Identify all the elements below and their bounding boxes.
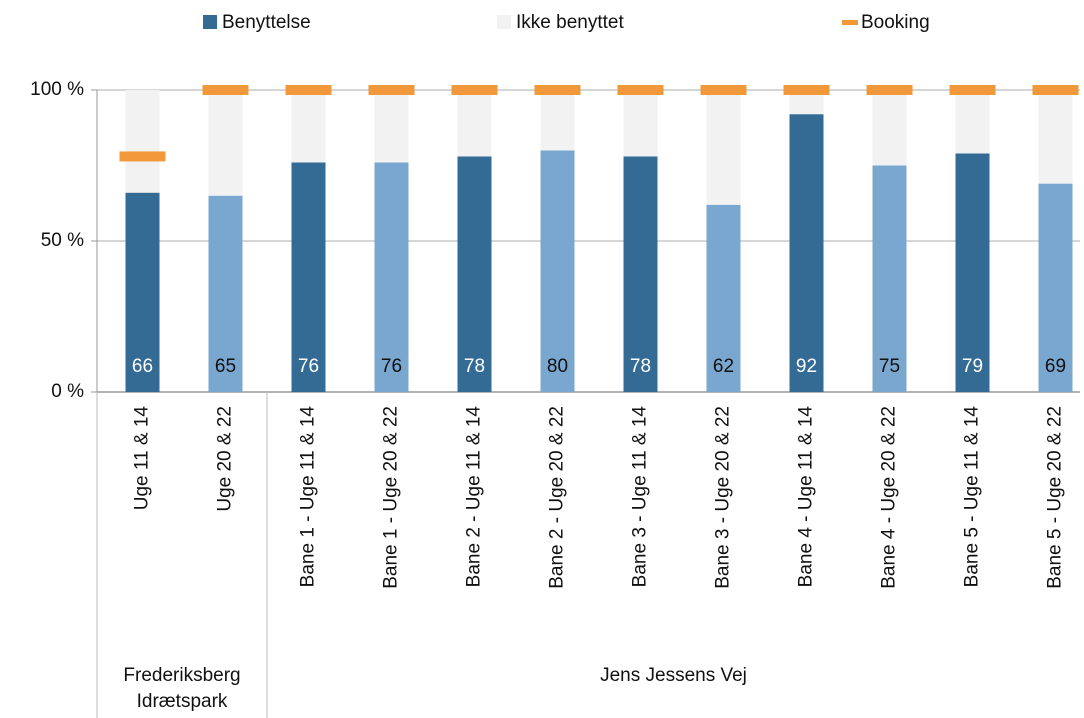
bar-segment <box>291 90 326 163</box>
x-tick-label: Bane 5 - Uge 20 & 22 <box>1045 406 1066 589</box>
data-label: 80 <box>547 356 568 377</box>
bar-segment <box>706 90 741 205</box>
x-tick-label: Uge 11 & 14 <box>132 406 153 511</box>
bar-segment <box>789 114 824 392</box>
x-tick-label: Bane 4 - Uge 20 & 22 <box>879 406 900 589</box>
booking-marker <box>700 85 747 95</box>
booking-marker <box>451 85 498 95</box>
bar-segment <box>1038 183 1073 392</box>
bar-segment <box>374 90 409 163</box>
data-label: 65 <box>215 356 236 377</box>
booking-marker <box>866 85 913 95</box>
x-tick-label: Bane 3 - Uge 20 & 22 <box>713 406 734 589</box>
bar-segment <box>540 90 575 151</box>
y-tick-label: 50 % <box>41 230 84 251</box>
legend-swatch <box>497 15 511 29</box>
data-label: 66 <box>132 356 153 377</box>
bar-segment <box>125 192 160 392</box>
bar-segment <box>208 90 243 196</box>
bar-segment <box>374 162 409 392</box>
bar-segment <box>872 90 907 166</box>
bar-segment <box>125 90 160 193</box>
group-label: Idrætspark <box>137 691 228 712</box>
x-tick-label: Bane 3 - Uge 11 & 14 <box>630 406 651 588</box>
booking-marker <box>119 151 166 162</box>
booking-marker <box>617 85 664 95</box>
y-tick-label: 0 % <box>51 381 84 402</box>
bar-segment <box>872 165 907 392</box>
legend-swatch <box>203 15 217 29</box>
x-tick-label: Bane 2 - Uge 20 & 22 <box>547 406 568 589</box>
data-label: 76 <box>381 356 402 377</box>
bar-segment <box>955 153 990 392</box>
bar-segment <box>540 150 575 392</box>
data-label: 79 <box>962 356 983 377</box>
bar-segment <box>623 156 658 392</box>
legend-label: Booking <box>861 12 930 33</box>
data-label: 69 <box>1045 356 1066 377</box>
data-label: 78 <box>464 356 485 377</box>
group-label: Jens Jessens Vej <box>600 665 747 686</box>
bar-segment <box>623 90 658 157</box>
bar-segment <box>1038 90 1073 184</box>
bar-segment <box>291 162 326 392</box>
x-tick-label: Bane 5 - Uge 11 & 14 <box>962 406 983 588</box>
data-label: 62 <box>713 356 734 377</box>
bar-segment <box>457 156 492 392</box>
bar-segment <box>955 90 990 154</box>
booking-marker <box>368 85 415 95</box>
group-label: Frederiksberg <box>123 665 240 686</box>
x-tick-label: Bane 2 - Uge 11 & 14 <box>464 406 485 588</box>
x-tick-label: Uge 20 & 22 <box>215 406 236 512</box>
data-label: 92 <box>796 356 817 377</box>
x-tick-label: Bane 1 - Uge 20 & 22 <box>381 406 402 589</box>
booking-marker <box>534 85 581 95</box>
legend-label: Benyttelse <box>222 12 311 33</box>
bar-segment <box>706 204 741 392</box>
bar-segment <box>457 90 492 157</box>
data-label: 75 <box>879 356 900 377</box>
legend-label: Ikke benyttet <box>516 12 624 33</box>
x-tick-label: Bane 4 - Uge 11 & 14 <box>796 406 817 588</box>
bar-segment <box>208 195 243 392</box>
booking-marker <box>202 85 249 95</box>
booking-marker <box>949 85 996 95</box>
booking-marker <box>1032 85 1079 95</box>
data-label: 78 <box>630 356 651 377</box>
booking-marker <box>783 85 830 95</box>
x-tick-label: Bane 1 - Uge 11 & 14 <box>298 406 319 588</box>
booking-marker <box>285 85 332 95</box>
legend-swatch <box>842 20 858 25</box>
data-label: 76 <box>298 356 319 377</box>
y-tick-label: 100 % <box>30 79 84 100</box>
